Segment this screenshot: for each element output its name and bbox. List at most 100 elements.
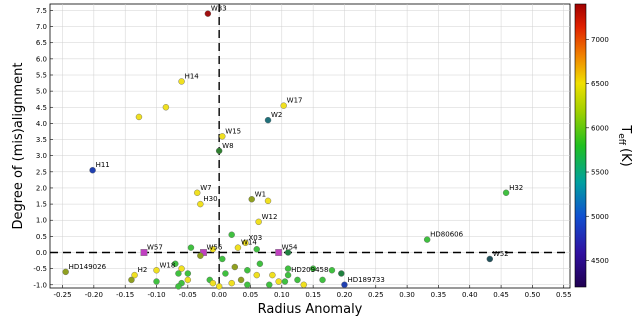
data-point (341, 281, 348, 288)
data-point (197, 252, 204, 259)
data-point (242, 239, 249, 247)
y-axis-ticks: -1.0 -0.5 0.0 0.5 1.0 1.5 2.0 2.5 3.0 3.5 4.0 4.5 5.… (33, 7, 53, 289)
data-point (209, 279, 217, 287)
plot-frame (49, 3, 571, 289)
y-tick-label: 0.0 (36, 249, 47, 257)
colorbar-ticks: 4500 5000 5500 6000 6500 7000 (586, 36, 609, 265)
y-tick-label: 6.5 (36, 39, 47, 47)
data-point (300, 281, 307, 288)
data-point (228, 231, 235, 238)
colorbar-tick-label: 7000 (591, 36, 609, 44)
data-point (275, 278, 282, 285)
y-tick-label: -0.5 (33, 265, 47, 273)
data-point (255, 218, 262, 226)
x-tick-label: 0.45 (493, 291, 509, 299)
point-label: HD149026 (69, 263, 107, 271)
point-label: HD189733 (347, 276, 384, 284)
data-point (153, 267, 160, 274)
colorbar (574, 3, 587, 288)
y-tick-label: 3.0 (36, 152, 47, 160)
data-point (338, 270, 345, 277)
point-label: W56 (206, 244, 222, 252)
data-point (89, 167, 96, 174)
data-point (194, 189, 201, 196)
point-label: H32 (509, 184, 523, 192)
data-point (253, 271, 260, 279)
point-label: W15 (225, 127, 241, 135)
x-tick-label: -0.05 (179, 291, 197, 299)
data-point (219, 255, 226, 263)
point-label: W8 (222, 142, 233, 150)
data-point (178, 265, 185, 272)
data-point (319, 276, 326, 284)
point-label: H30 (203, 195, 217, 203)
data-point (256, 260, 264, 267)
data-point (215, 147, 223, 155)
x-tick-label: 0.35 (431, 291, 447, 299)
data-point (153, 278, 160, 285)
data-point (284, 249, 292, 256)
data-point (128, 276, 135, 284)
data-point (266, 281, 273, 288)
data-point (237, 276, 245, 284)
point-label: W14 (241, 239, 257, 247)
point-label: W12 (262, 213, 278, 221)
point-label: W57 (147, 244, 163, 252)
data-point (204, 10, 212, 17)
data-point (175, 270, 182, 277)
point-label: W18 (160, 261, 176, 269)
point-label: W2 (271, 111, 282, 119)
y-tick-label: 2.0 (36, 184, 47, 192)
x-tick-label: 0.00 (211, 291, 227, 299)
svg-text:Teff(K): Teff(K) (616, 124, 633, 166)
data-point (328, 267, 336, 274)
point-label: HD209458 (291, 266, 328, 274)
data-point (135, 113, 143, 121)
y-tick-label: 7.5 (36, 7, 47, 15)
x-tick-label: -0.20 (85, 291, 103, 299)
grid (50, 4, 570, 288)
x-axis-label: Radius Anomaly (258, 302, 363, 317)
data-point (197, 200, 204, 208)
point-label: W33 (211, 5, 227, 13)
y-tick-label: 4.5 (36, 104, 47, 112)
data-point (248, 196, 255, 203)
data-point (284, 265, 292, 272)
data-point (244, 267, 251, 274)
x-tick-label: 0.15 (305, 291, 321, 299)
x-tick-label: 0.55 (556, 291, 572, 299)
y-tick-label: 5.0 (36, 88, 47, 96)
point-label: HD80606 (430, 231, 463, 239)
data-point (184, 270, 192, 277)
data-point (281, 278, 289, 285)
x-tick-label: -0.15 (116, 291, 134, 299)
data-point (294, 276, 301, 284)
data-point (187, 244, 195, 251)
x-tick-label: 0.20 (337, 291, 353, 299)
colorbar-tick-label: 6500 (591, 80, 609, 88)
colorbar-tick-label: 5000 (591, 213, 609, 221)
data-point (184, 276, 192, 284)
data-points (62, 10, 510, 290)
x-axis-ticks: -0.25 -0.20 -0.15 -0.10 -0.05 0.00 0.05 0.10 0.1… (53, 285, 572, 299)
x-tick-label: 0.25 (368, 291, 384, 299)
colorbar-tick-label: 6000 (591, 124, 609, 132)
y-tick-label: 1.5 (36, 201, 47, 209)
data-point (131, 271, 138, 279)
data-point (284, 271, 292, 279)
x-tick-label: 0.30 (399, 291, 415, 299)
data-point (172, 260, 179, 267)
data-point (209, 246, 217, 253)
y-tick-label: 4.0 (36, 120, 47, 128)
y-tick-label: 0.5 (36, 233, 47, 241)
x-tick-label: 0.05 (243, 291, 259, 299)
data-point (486, 255, 494, 263)
x-tick-label: 0.10 (274, 291, 290, 299)
data-point (280, 102, 287, 109)
colorbar-tick-label: 5500 (591, 169, 609, 177)
data-point (222, 270, 229, 277)
data-point (269, 271, 276, 279)
point-label: W52 (493, 250, 509, 258)
data-point (175, 283, 182, 290)
